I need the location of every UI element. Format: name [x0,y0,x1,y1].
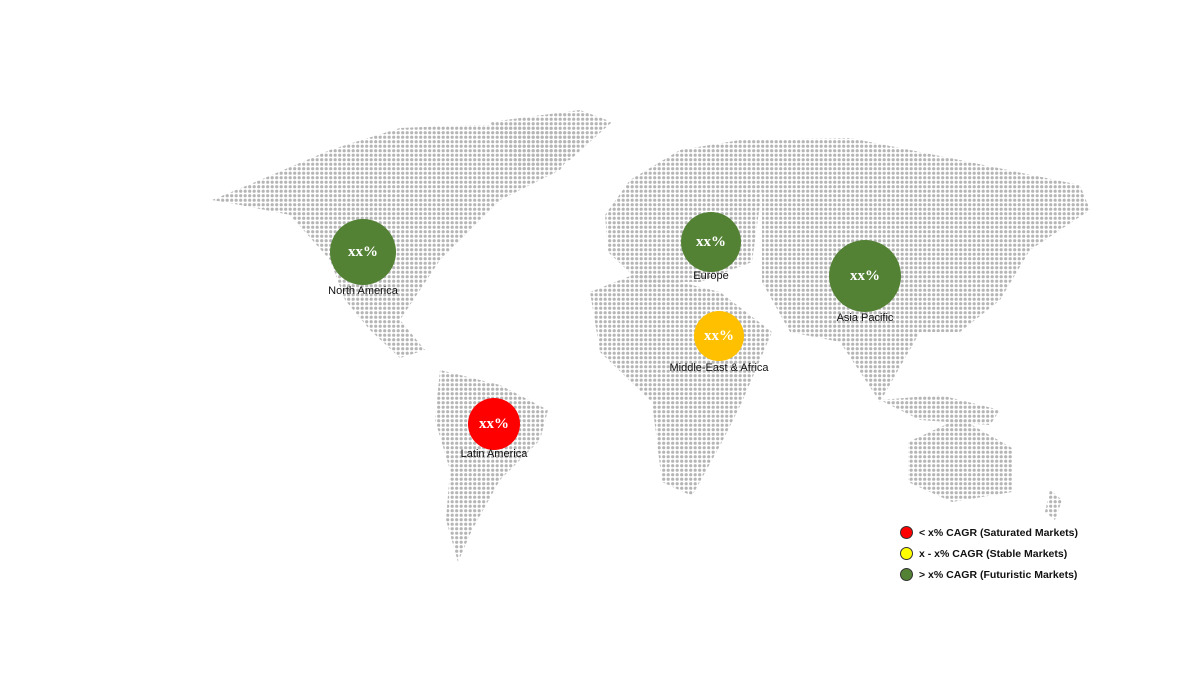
region-label: Europe [693,270,729,282]
region-label: Asia Pacific [836,312,894,324]
region-bubble-2: xx% [829,240,901,312]
region-bubble-4: xx% [468,398,520,450]
green-dot-icon [900,568,913,581]
legend-item-futuristic: > x% CAGR (Futuristic Markets) [900,564,1078,585]
legend-label: > x% CAGR (Futuristic Markets) [919,568,1078,581]
new-zealand-land [1045,490,1062,520]
africa-land [590,272,772,496]
europe-land [605,140,762,282]
region-label: North America [328,285,398,297]
australia-land [908,418,1012,502]
legend-label: x - x% CAGR (Stable Markets) [919,547,1068,560]
region-label: Latin America [460,448,528,460]
north-america-land [212,125,585,358]
region-bubble-0: xx% [330,219,396,285]
greenland-land [490,110,612,170]
south-america-land [435,370,548,562]
legend-label: < x% CAGR (Saturated Markets) [919,526,1079,539]
region-label: Middle-East & Africa [669,362,769,374]
asia-land [740,138,1090,402]
legend-item-stable: x - x% CAGR (Stable Markets) [900,543,1078,564]
indonesia-land [880,395,1000,425]
region-bubble-1: xx% [681,212,741,272]
legend: < x% CAGR (Saturated Markets) x - x% CAG… [900,522,1078,585]
red-dot-icon [900,526,913,539]
region-bubble-3: xx% [694,311,744,361]
legend-item-saturated: < x% CAGR (Saturated Markets) [900,522,1078,543]
yellow-dot-icon [900,547,913,560]
